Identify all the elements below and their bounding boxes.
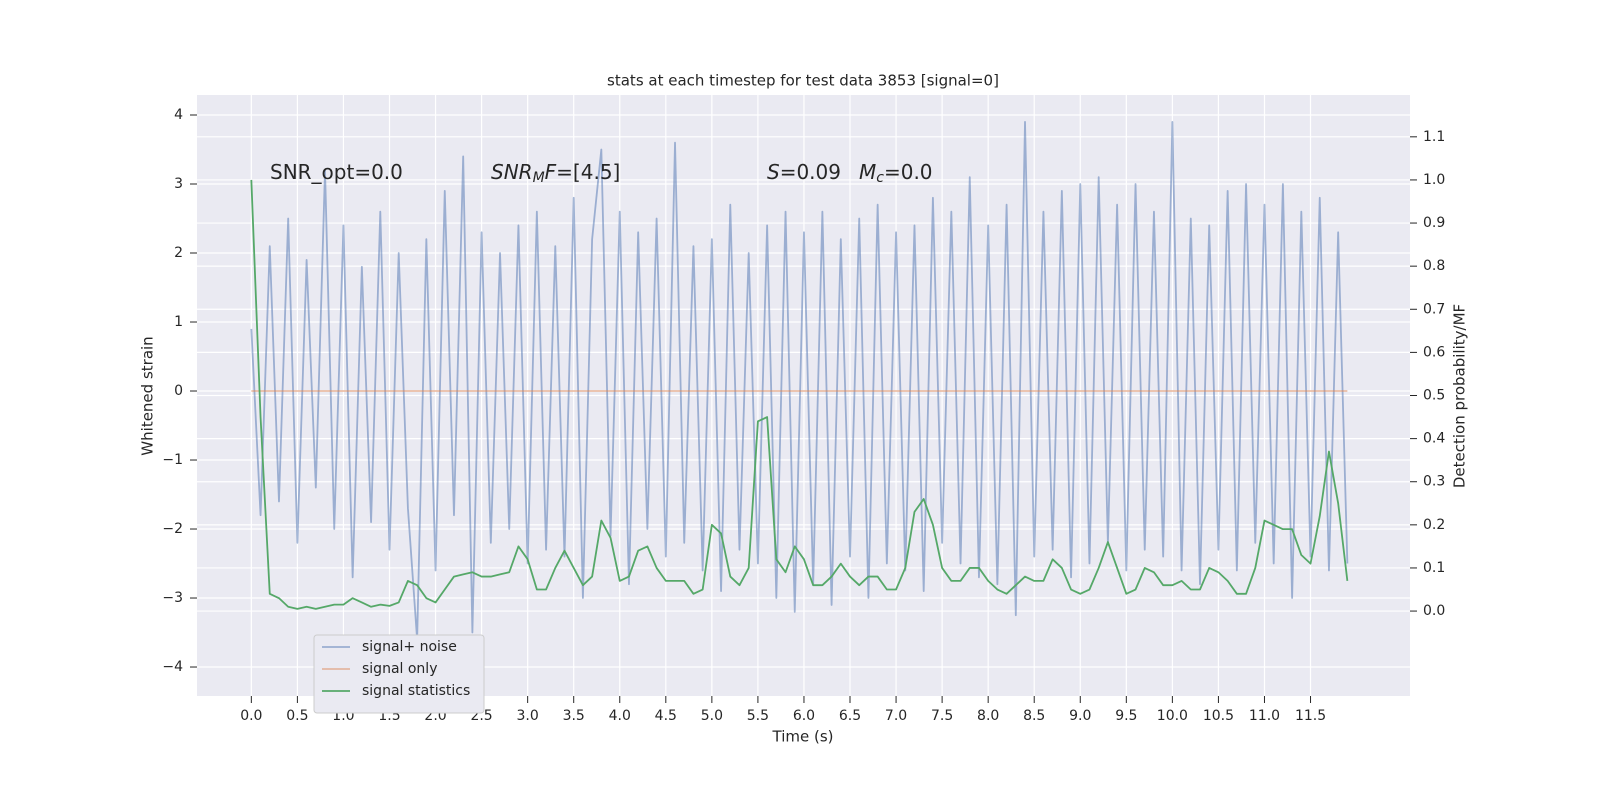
y2-tick-label: 0.2 — [1423, 517, 1445, 533]
y2-axis-label: Detection probability/MF — [1451, 304, 1469, 488]
x-tick-label: 9.0 — [1069, 708, 1091, 724]
x-tick-label: 5.5 — [747, 708, 769, 724]
x-tick-label: 7.0 — [885, 708, 907, 724]
annotation-part: SNR — [491, 160, 533, 184]
y-tick-label: −1 — [162, 452, 183, 468]
y-tick-label: −3 — [162, 590, 183, 606]
x-tick-label: 4.0 — [609, 708, 631, 724]
annotation: SNR_opt=0.0 — [270, 160, 403, 184]
y2-tick-label: 0.5 — [1423, 388, 1445, 404]
grid — [197, 95, 1410, 696]
series-line — [250, 121, 1349, 641]
x-tick-label: 8.0 — [977, 708, 999, 724]
y-tick-label: 4 — [174, 107, 183, 123]
annotation-part: S — [767, 160, 780, 184]
legend-label: signal statistics — [362, 683, 470, 699]
legend-box — [313, 634, 485, 714]
legend-label: signal+ noise — [362, 639, 457, 655]
x-tick-label: 9.5 — [1115, 708, 1137, 724]
x-tick-label: 10.0 — [1157, 708, 1188, 724]
y2-tick-label: 0.8 — [1423, 258, 1445, 274]
annotation-part: F — [545, 160, 557, 184]
y-tick-label: 2 — [174, 245, 183, 261]
y-axis-label: Whitened strain — [139, 336, 157, 455]
y-tick-label: −2 — [162, 521, 183, 537]
x-tick-label: 0.5 — [286, 708, 308, 724]
chart-title: stats at each timestep for test data 385… — [607, 72, 999, 90]
series-line — [250, 179, 1349, 610]
annotation-part: SNR_opt=0.0 — [270, 160, 403, 184]
annotation-part: c — [876, 170, 884, 186]
x-tick-label: 8.5 — [1023, 708, 1045, 724]
y2-tick-label: 0.9 — [1423, 215, 1445, 231]
annotation: SNRMF=[4.5] — [491, 160, 620, 187]
annotation-part: =0.09 — [780, 160, 841, 184]
x-tick-label: 11.0 — [1249, 708, 1280, 724]
x-tick-label: 6.5 — [839, 708, 861, 724]
annotation: S=0.09 — [767, 160, 841, 184]
y-tick-label: 1 — [174, 314, 183, 330]
y2-tick-label: 0.0 — [1423, 603, 1445, 619]
y2-tick-label: 0.3 — [1423, 474, 1445, 490]
x-tick-label: 0.0 — [240, 708, 262, 724]
x-tick-label: 11.5 — [1295, 708, 1326, 724]
y-tick-label: 3 — [174, 176, 183, 192]
x-tick-label: 4.5 — [655, 708, 677, 724]
x-tick-label: 3.0 — [517, 708, 539, 724]
y2-tick-label: 0.7 — [1423, 301, 1445, 317]
x-tick-label: 3.5 — [563, 708, 585, 724]
y2-tick-label: 0.4 — [1423, 431, 1445, 447]
annotation-part: =[4.5] — [556, 160, 620, 184]
annotation-part: M — [533, 170, 545, 186]
annotation: Mc=0.0 — [859, 160, 933, 187]
y-tick-label: 0 — [174, 383, 183, 399]
x-axis-label: Time (s) — [772, 728, 834, 746]
x-tick-label: 5.0 — [701, 708, 723, 724]
legend-label: signal only — [362, 661, 437, 677]
annotation-part: M — [859, 160, 876, 184]
y2-tick-label: 1.1 — [1423, 129, 1445, 145]
x-tick-label: 6.0 — [793, 708, 815, 724]
y2-tick-label: 1.0 — [1423, 172, 1445, 188]
legend: signal+ noise signal only signal statistic… — [313, 634, 485, 714]
annotation-part: =0.0 — [884, 160, 933, 184]
y-tick-label: −4 — [162, 659, 183, 675]
x-tick-label: 10.5 — [1203, 708, 1234, 724]
x-tick-label: 7.5 — [931, 708, 953, 724]
y2-tick-label: 0.1 — [1423, 560, 1445, 576]
y2-tick-label: 0.6 — [1423, 344, 1445, 360]
